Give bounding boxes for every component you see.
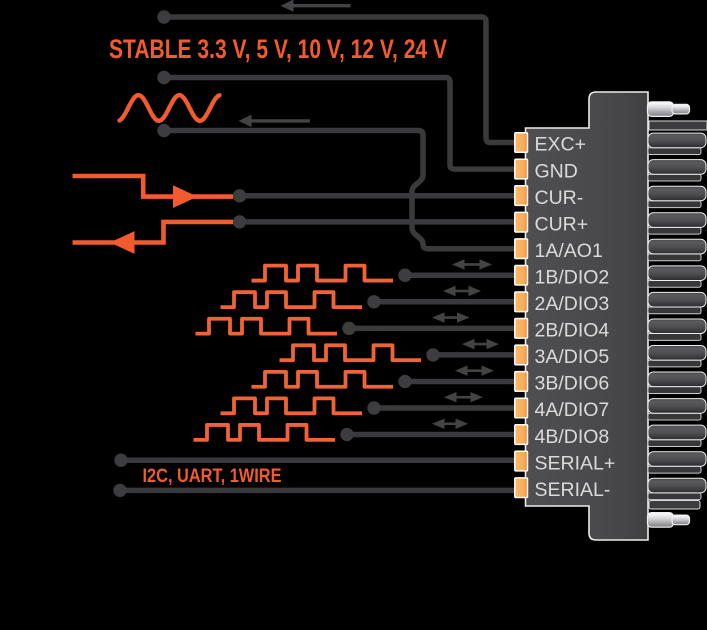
- svg-text:CUR-: CUR-: [535, 187, 584, 209]
- svg-text:3A/DIO5: 3A/DIO5: [535, 346, 610, 368]
- svg-text:1A/AO1: 1A/AO1: [535, 240, 603, 262]
- svg-text:4A/DIO7: 4A/DIO7: [535, 399, 610, 421]
- svg-text:I2C, UART, 1WIRE: I2C, UART, 1WIRE: [143, 466, 282, 487]
- svg-text:GND: GND: [535, 160, 578, 182]
- svg-text:SERIAL+: SERIAL+: [535, 452, 616, 474]
- svg-text:SERIAL-: SERIAL-: [535, 479, 611, 501]
- svg-text:STABLE 3.3 V, 5 V, 10 V, 12 V,: STABLE 3.3 V, 5 V, 10 V, 12 V, 24 V: [109, 34, 447, 64]
- svg-text:4B/DIO8: 4B/DIO8: [535, 426, 610, 448]
- svg-text:3B/DIO6: 3B/DIO6: [535, 373, 610, 395]
- svg-text:2A/DIO3: 2A/DIO3: [535, 293, 610, 315]
- svg-text:CUR+: CUR+: [535, 213, 589, 235]
- svg-text:1B/DIO2: 1B/DIO2: [535, 266, 610, 288]
- svg-text:EXC+: EXC+: [535, 134, 586, 156]
- svg-text:2B/DIO4: 2B/DIO4: [535, 320, 610, 342]
